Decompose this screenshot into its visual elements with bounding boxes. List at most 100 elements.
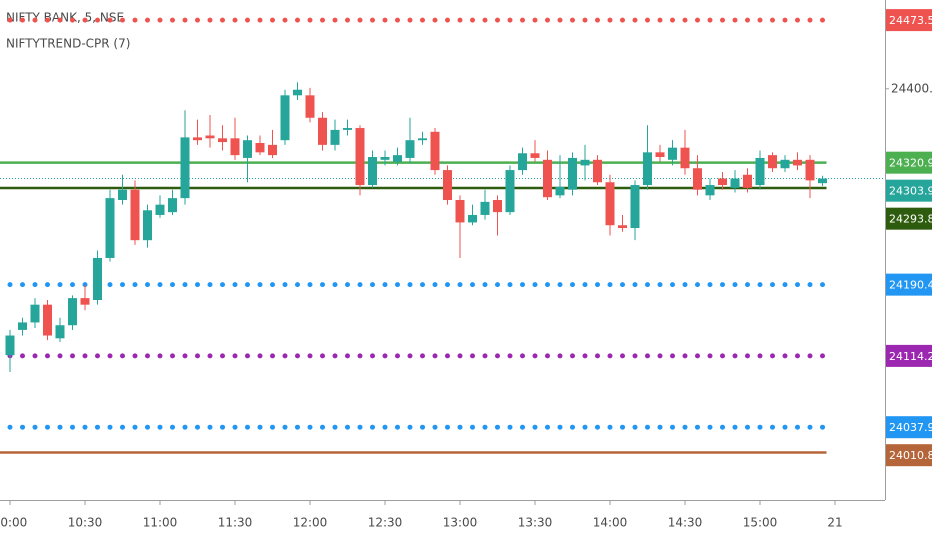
- candle-body: [555, 186, 565, 196]
- candle-body: [118, 189, 127, 200]
- candle-body: [655, 152, 665, 158]
- price-label: 24010.80: [889, 449, 932, 462]
- candle-body: [705, 185, 715, 196]
- candle-body: [768, 155, 777, 169]
- candle-body: [305, 95, 315, 118]
- price-label-box: [886, 273, 932, 296]
- candle-body: [780, 159, 790, 169]
- candle-body: [218, 138, 227, 143]
- candle-body: [68, 298, 77, 326]
- indicator-name: NIFTYTREND-CPR (7): [6, 37, 130, 51]
- candle-body: [530, 153, 540, 158]
- candle-body: [193, 137, 202, 141]
- candle-body: [805, 159, 815, 181]
- x-tick-label: 14:00: [593, 516, 628, 530]
- x-tick-label: 12:00: [293, 516, 328, 530]
- candle-body: [680, 147, 690, 169]
- price-label-box: [886, 207, 932, 230]
- candle-body: [155, 204, 165, 215]
- candle-body: [293, 89, 302, 96]
- candle-body: [230, 138, 240, 156]
- candle-body: [5, 335, 15, 356]
- candle-body: [630, 185, 640, 229]
- candle-body: [505, 170, 515, 213]
- price-label-box: [886, 9, 932, 32]
- price-label-box: [886, 444, 932, 467]
- candle-body: [480, 201, 490, 215]
- candle-body: [543, 159, 552, 198]
- candle-body: [80, 298, 90, 305]
- candle-body: [130, 189, 140, 241]
- price-label: 24190.45: [889, 279, 932, 292]
- price-label: 24320.95: [889, 157, 932, 170]
- candle-body: [30, 304, 40, 323]
- candle-body: [418, 138, 427, 141]
- candle-body: [255, 142, 265, 153]
- candle-body: [818, 178, 827, 184]
- candle-body: [180, 137, 190, 199]
- candle-body: [455, 200, 465, 223]
- price-label-box: [886, 179, 932, 202]
- candle-body: [568, 157, 577, 190]
- candle-body: [405, 140, 415, 158]
- price-label-box: [886, 344, 932, 367]
- candle-body: [105, 198, 115, 258]
- candle-body: [168, 198, 177, 213]
- price-label: 24303.95: [889, 185, 932, 198]
- x-tick-label: 15:00: [743, 516, 778, 530]
- x-tick-label: 14:30: [668, 516, 703, 530]
- price-label: 24037.90: [889, 421, 932, 434]
- candle-body: [755, 157, 765, 186]
- x-tick-label: 13:30: [518, 516, 553, 530]
- candle-body: [393, 155, 402, 162]
- candle-body: [18, 322, 27, 330]
- candle-body: [343, 128, 352, 130]
- candle-body: [605, 182, 615, 226]
- candle-body: [355, 128, 365, 186]
- candle-body: [368, 157, 377, 186]
- x-tick-label: 12:30: [368, 516, 403, 530]
- candle-body: [280, 95, 290, 141]
- candle-body: [243, 140, 252, 158]
- price-label: 24293.85: [889, 213, 932, 226]
- candle-body: [55, 325, 65, 339]
- x-tick-label: 11:00: [143, 516, 178, 530]
- price-label-box: [886, 416, 932, 439]
- candle-body: [718, 178, 727, 186]
- candle-body: [205, 135, 215, 139]
- candle-body: [380, 157, 390, 160]
- x-tick-label: 13:00: [443, 516, 478, 530]
- candle-body: [443, 170, 452, 200]
- price-label: 24473.50: [889, 14, 932, 27]
- candle-body: [743, 174, 752, 188]
- y-tick-label: 24400.00: [891, 81, 932, 95]
- price-label-box: [886, 151, 932, 174]
- candle-body: [43, 304, 52, 336]
- candle-body: [618, 225, 627, 229]
- x-tick-label: 21: [827, 516, 842, 530]
- candle-body: [580, 159, 590, 166]
- x-tick-label: 10:30: [68, 516, 103, 530]
- candle-body: [330, 129, 340, 145]
- candle-body: [730, 178, 740, 188]
- candle-body: [430, 131, 440, 171]
- candle-body: [643, 152, 652, 186]
- chart-title: NIFTY BANK, 5, NSE: [6, 11, 124, 25]
- candle-body: [268, 144, 277, 156]
- candle-body: [693, 168, 702, 190]
- candle-body: [318, 117, 327, 145]
- candle-body: [668, 147, 677, 160]
- candle-body: [93, 257, 102, 300]
- candle-body: [468, 214, 477, 223]
- candle-body: [143, 210, 152, 241]
- x-tick-label: 10:00: [0, 516, 27, 530]
- x-tick-label: 11:30: [218, 516, 253, 530]
- price-label: 24114.20: [889, 350, 932, 363]
- candle-body: [793, 159, 802, 166]
- candle-body: [593, 159, 602, 183]
- candle-body: [518, 153, 527, 171]
- candle-body: [493, 200, 502, 213]
